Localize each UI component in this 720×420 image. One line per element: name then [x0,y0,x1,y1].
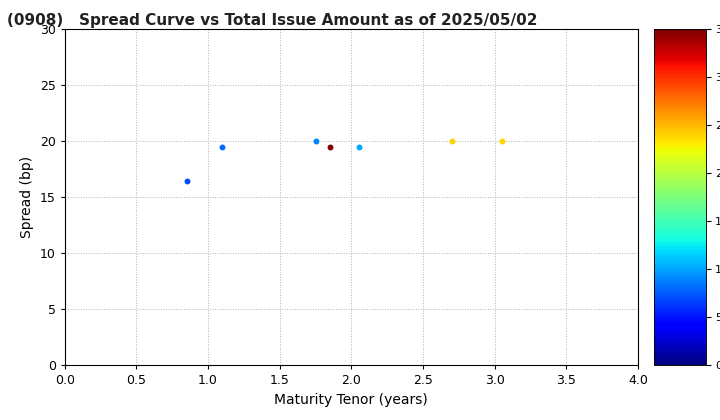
Point [181,177,192,184]
Point [217,144,228,150]
Text: (0908)   Spread Curve vs Total Issue Amount as of 2025/05/02: (0908) Spread Curve vs Total Issue Amoun… [7,13,538,28]
Point [496,138,508,145]
Point [446,138,457,145]
Y-axis label: Spread (bp): Spread (bp) [20,156,35,239]
Point [310,138,321,145]
X-axis label: Maturity Tenor (years): Maturity Tenor (years) [274,393,428,407]
Point [324,144,336,150]
Point [353,144,364,150]
